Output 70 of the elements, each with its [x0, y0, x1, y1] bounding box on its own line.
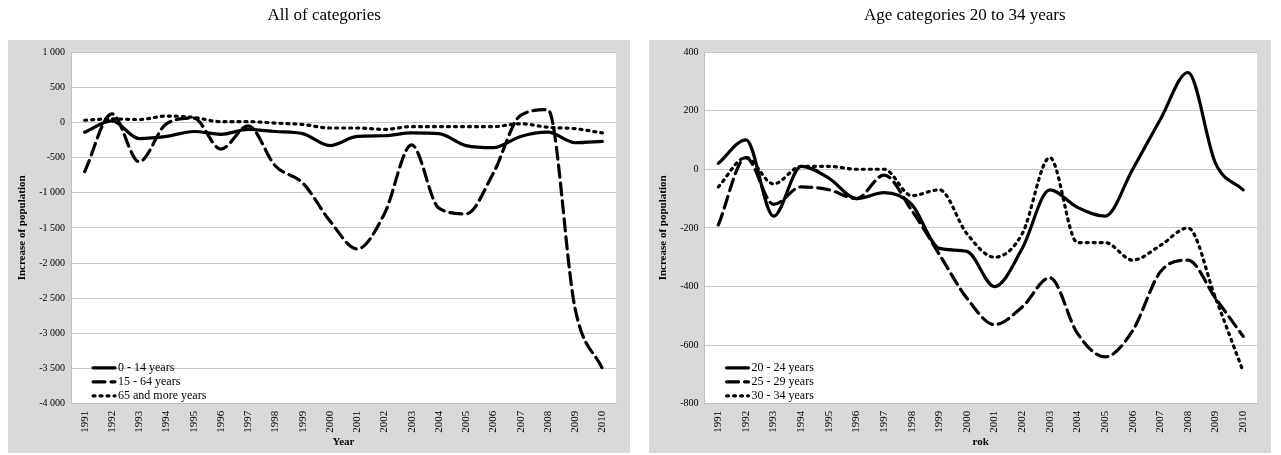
x-tick-label: 1993	[132, 410, 145, 433]
x-tick-label: 1999	[931, 410, 944, 433]
x-tick-label: 1995	[821, 410, 834, 433]
x-tick-label: 2008	[540, 410, 553, 433]
x-tick-label: 1998	[268, 410, 281, 433]
x-tick-label: 1993	[765, 410, 778, 433]
x-tick-label: 2007	[513, 410, 526, 433]
x-tick-label: 1992	[104, 410, 117, 433]
x-tick-label: 2010	[595, 410, 608, 433]
y-tick-label: 400	[683, 45, 699, 57]
x-tick-label: 2008	[1180, 410, 1193, 433]
y-tick-label: -1 500	[39, 221, 66, 233]
legend-label: 30 - 34 years	[751, 387, 814, 402]
y-tick-label: -800	[679, 397, 699, 409]
y-tick-label: -1 000	[39, 186, 66, 198]
x-tick-label: 1995	[186, 410, 199, 433]
x-tick-label: 2002	[1014, 410, 1027, 433]
y-tick-label: 500	[50, 80, 66, 92]
y-tick-label: -2 500	[39, 291, 66, 303]
x-tick-label: 2003	[404, 410, 417, 433]
y-tick-label: -400	[679, 280, 699, 292]
y-tick-label: -3 000	[39, 327, 66, 339]
x-tick-label: 1997	[241, 410, 254, 433]
x-tick-label: 2006	[486, 410, 499, 433]
y-axis-title: Increase of population	[655, 175, 668, 281]
x-tick-label: 2001	[986, 410, 999, 433]
legend-label: 25 - 29 years	[751, 373, 814, 388]
x-tick-label: 1994	[159, 410, 172, 433]
x-tick-label: 1999	[295, 410, 308, 433]
x-tick-label: 2010	[1235, 410, 1248, 433]
x-tick-label: 1991	[710, 410, 723, 433]
x-tick-label: 2005	[1097, 410, 1110, 433]
x-axis-title: Year	[332, 435, 355, 448]
y-tick-label: -200	[679, 221, 699, 233]
y-tick-label: -500	[46, 151, 66, 163]
y-tick-label: -2 000	[39, 256, 66, 268]
legend-label: 20 - 24 years	[751, 359, 814, 374]
y-tick-label: -3 500	[39, 362, 66, 374]
y-tick-label: 0	[693, 162, 699, 174]
x-tick-label: 1997	[876, 410, 889, 433]
x-tick-label: 2007	[1152, 410, 1165, 433]
x-tick-label: 2006	[1125, 410, 1138, 433]
x-tick-label: 1994	[793, 410, 806, 433]
x-tick-label: 1996	[848, 410, 861, 433]
x-tick-label: 1992	[738, 410, 751, 433]
x-tick-label: 2000	[322, 410, 335, 433]
y-axis-title: Increase of population	[15, 175, 28, 281]
x-tick-label: 2001	[350, 410, 363, 433]
x-tick-label: 2004	[1069, 410, 1082, 433]
y-tick-label: 0	[60, 115, 66, 127]
x-tick-label: 2004	[431, 410, 444, 433]
chart-title: Age categories 20 to 34 years	[862, 4, 1067, 26]
x-tick-label: 2000	[959, 410, 972, 433]
y-tick-label: 200	[683, 104, 699, 116]
chart-title: All of categories	[266, 4, 382, 26]
x-tick-label: 2005	[459, 410, 472, 433]
x-tick-label: 2002	[377, 410, 390, 433]
x-tick-label: 2003	[1042, 410, 1055, 433]
x-tick-label: 1996	[213, 410, 226, 433]
legend-label: 0 - 14 years	[118, 359, 175, 374]
legend-label: 65 and more years	[118, 387, 207, 402]
x-axis-title: rok	[972, 435, 990, 448]
x-tick-label: 2009	[568, 410, 581, 433]
legend-label: 15 - 64 years	[118, 373, 181, 388]
y-tick-label: 1 000	[42, 45, 66, 57]
x-tick-label: 1991	[77, 410, 90, 433]
x-tick-label: 2009	[1207, 410, 1220, 433]
x-tick-label: 1998	[904, 410, 917, 433]
y-tick-label: -600	[679, 338, 699, 350]
y-tick-label: -4 000	[39, 397, 66, 409]
